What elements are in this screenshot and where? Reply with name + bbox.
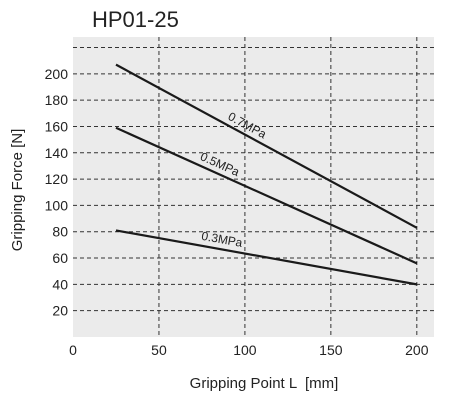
x-tick-label-100: 100 (233, 342, 257, 358)
series-lines (115, 63, 418, 286)
x-tick-label-150: 150 (319, 342, 343, 358)
x-tick-label-200: 200 (405, 342, 429, 358)
y-axis-label: Gripping Force [N] (9, 129, 26, 252)
y-tick-label-60: 60 (52, 250, 68, 266)
y-tick-label-160: 160 (45, 118, 69, 134)
y-tick-label-40: 40 (52, 276, 68, 292)
y-tick-label-100: 100 (45, 197, 69, 213)
plot-area (73, 37, 434, 337)
y-tick-label-20: 20 (52, 303, 68, 319)
series-line-0 (115, 63, 418, 229)
chart-title: HP01-25 (92, 7, 179, 32)
y-tick-label-140: 140 (45, 145, 69, 161)
x-tick-label-50: 50 (151, 342, 167, 358)
x-axis-label: Gripping Point L [mm] (190, 375, 339, 392)
y-tick-label-200: 200 (45, 66, 69, 82)
y-tick-label-80: 80 (52, 224, 68, 240)
y-tick-label-120: 120 (45, 171, 69, 187)
x-tick-labels: 0 50 100 150 200 (69, 342, 429, 358)
x-tick-label-0: 0 (69, 342, 77, 358)
y-tick-label-180: 180 (45, 92, 69, 108)
series-line-1 (115, 126, 418, 265)
y-tick-labels: 20 40 60 80 100 120 140 160 180 200 (45, 66, 69, 319)
series-line-2 (115, 229, 418, 286)
